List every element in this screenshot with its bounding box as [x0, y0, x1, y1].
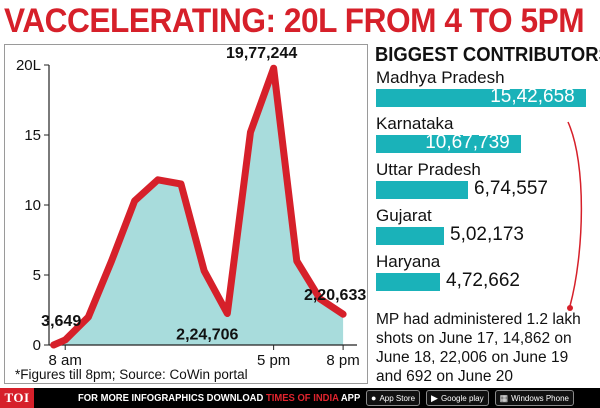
x-tick-label: 5 pm: [257, 352, 290, 369]
data-point: [248, 130, 253, 135]
google-play-badge[interactable]: ▶ Google play: [426, 390, 489, 406]
contributor-value: 15,42,658: [490, 86, 575, 107]
play-icon: ▶: [431, 392, 438, 403]
contributor-value: 5,02,173: [450, 224, 524, 245]
data-label: 2,24,706: [176, 327, 238, 344]
y-tick-label: 15: [24, 127, 41, 144]
series-line: [50, 64, 347, 349]
data-point: [109, 259, 114, 263]
y-tick-label: 5: [33, 267, 41, 284]
data-label: 3,649: [41, 313, 81, 330]
footer-text-suffix: APP: [338, 392, 361, 404]
contributors-heading: BIGGEST CONTRIBUTORS: [375, 44, 600, 66]
contributor-value: 10,67,739: [425, 132, 510, 153]
windows-phone-label: Windows Phone: [511, 393, 569, 403]
data-point: [86, 315, 91, 319]
data-point: [63, 337, 68, 342]
data-label: 19,77,244: [226, 45, 297, 62]
mp-note: MP had administered 1.2 lakh shots on Ju…: [376, 311, 581, 385]
footer-text-brand: TIMES OF INDIA: [265, 392, 339, 404]
headline: VACCELERATING: 20L FROM 4 TO 5PM: [4, 2, 585, 40]
data-point: [317, 296, 322, 301]
apple-icon: ●: [371, 392, 377, 403]
contributor-state: Haryana: [376, 252, 441, 271]
toi-logo: TOI: [0, 388, 34, 408]
contributor-value: 4,72,662: [446, 270, 520, 291]
store-badges: ● App Store ▶ Google play ▦ Windows Phon…: [366, 390, 574, 406]
contributor-state: Madhya Pradesh: [376, 68, 505, 87]
windows-icon: ▦: [499, 392, 509, 403]
arrow-to-note: [567, 121, 583, 311]
app-store-badge[interactable]: ● App Store: [366, 390, 421, 406]
data-point: [294, 259, 299, 263]
footer-text: FOR MORE INFOGRAPHICS DOWNLOAD TIMES OF …: [78, 392, 360, 404]
x-tick-label: 8 pm: [326, 352, 359, 369]
y-tick-label: 0: [33, 337, 41, 354]
source-note: *Figures till 8pm; Source: CoWin portal: [15, 367, 248, 382]
chart-frame: 0 5 10 15 20L 8 am 5 pm 8 pm 3,649 19,77,244 2,24,…: [4, 44, 368, 384]
data-label: 2,20,633: [304, 287, 366, 304]
data-point: [179, 182, 183, 186]
data-point: [202, 268, 207, 273]
data-point: [225, 311, 230, 316]
contributor-bar: [376, 227, 444, 245]
contributor-bar: [376, 135, 521, 153]
app-store-label: App Store: [379, 393, 416, 403]
footer-text-prefix: FOR MORE INFOGRAPHICS DOWNLOAD: [78, 392, 266, 404]
contributor-bar: [376, 89, 586, 107]
contributor-bar: [376, 181, 468, 199]
series-area: [53, 68, 344, 345]
contributor-value: 6,74,557: [474, 178, 548, 199]
y-tick-label: 20L: [16, 57, 41, 74]
google-play-label: Google play: [440, 393, 484, 403]
data-point: [341, 312, 346, 317]
windows-phone-badge[interactable]: ▦ Windows Phone: [494, 390, 574, 406]
data-point: [51, 343, 56, 347]
contributors-panel: BIGGEST CONTRIBUTORS Madhya Pradesh 15,42…: [372, 44, 600, 386]
data-point: [271, 66, 276, 71]
data-point: [155, 177, 160, 182]
data-point: [132, 198, 137, 203]
contributor-state: Gujarat: [376, 206, 432, 225]
contributor-bar: [376, 273, 440, 291]
x-tick-label: 8 am: [49, 352, 82, 369]
contributor-state: Uttar Pradesh: [376, 160, 481, 179]
vaccination-area-chart: 0 5 10 15 20L 8 am 5 pm 8 pm 3,649 19,77,244 2,24,…: [15, 45, 366, 382]
contributor-state: Karnataka: [376, 114, 454, 133]
footer-bar: TOI FOR MORE INFOGRAPHICS DOWNLOAD TIMES…: [0, 388, 600, 408]
y-tick-label: 10: [24, 197, 41, 214]
